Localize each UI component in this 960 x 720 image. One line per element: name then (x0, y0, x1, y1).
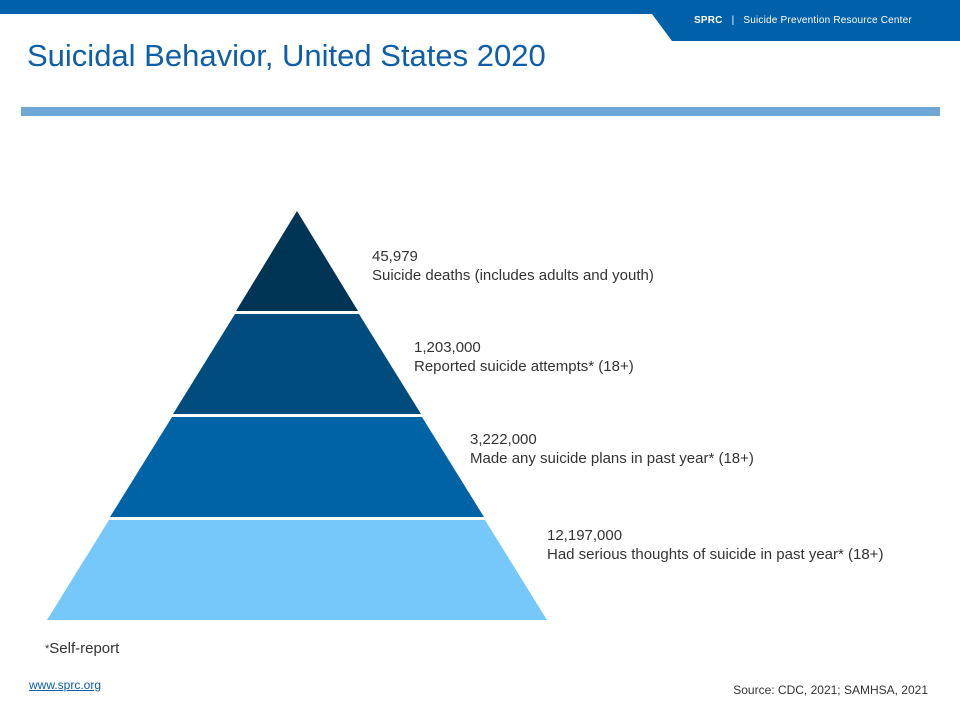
level-value: 1,203,000 (414, 339, 481, 356)
level-label-attempts: 1,203,000 Reported suicide attempts* (18… (414, 338, 634, 376)
pyramid-level-thoughts (47, 520, 547, 620)
org-header-tab (0, 14, 960, 42)
source-citation: Source: CDC, 2021; SAMHSA, 2021 (733, 683, 928, 697)
org-header-shape (652, 14, 960, 41)
level-value: 12,197,000 (547, 527, 623, 544)
pyramid-level-attempts (173, 314, 421, 414)
footnote-marker: * (45, 643, 50, 655)
level-description: Had serious thoughts of suicide in past … (547, 546, 884, 563)
page-title: Suicidal Behavior, United States 2020 (27, 38, 546, 73)
level-value: 3,222,000 (470, 431, 537, 448)
top-banner (0, 0, 960, 14)
title-rule (21, 107, 940, 116)
level-label-plans: 3,222,000 Made any suicide plans in past… (470, 430, 754, 468)
footnote-text: Self-report (49, 640, 120, 657)
pyramid-level-plans (110, 417, 484, 517)
level-description: Suicide deaths (includes adults and yout… (372, 267, 654, 284)
level-label-deaths: 45,979 Suicide deaths (includes adults a… (372, 247, 654, 285)
org-header-text: SPRC | Suicide Prevention Resource Cente… (694, 14, 912, 28)
org-name: Suicide Prevention Resource Center (743, 15, 912, 26)
org-separator: | (731, 15, 735, 26)
level-value: 45,979 (372, 248, 418, 265)
level-description: Made any suicide plans in past year* (18… (470, 450, 754, 467)
level-label-thoughts: 12,197,000 Had serious thoughts of suici… (547, 526, 883, 564)
website-link[interactable]: www.sprc.org (29, 678, 102, 692)
level-description: Reported suicide attempts* (18+) (414, 358, 634, 375)
org-abbreviation: SPRC (694, 15, 723, 26)
footnote: *Self-report (45, 640, 119, 657)
pyramid-level-deaths (236, 211, 358, 311)
